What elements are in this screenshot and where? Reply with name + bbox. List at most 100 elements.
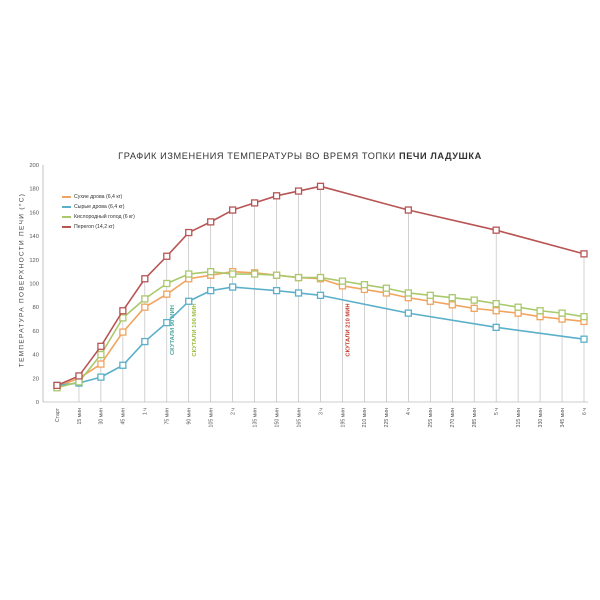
data-point [141,275,149,283]
data-point [163,252,171,260]
legend-item-dry-wood: Сухие дрова (6,4 кг) [62,192,135,202]
data-point [75,372,83,380]
x-tick-label: 210 мин [362,408,368,428]
x-tick-label: 255 мин [428,408,434,428]
x-tick-label: 4 ч [406,408,412,415]
data-point [448,294,456,302]
x-tick-label: 75 мин [165,408,171,425]
legend-swatch-oxygen-starvation [62,216,71,218]
y-axis-label: ТЕМПЕРАТУРА ПОВЕРХНОСТИ ПЕЧИ (°С) [18,192,26,368]
chart-legend: Сухие дрова (6,4 кг) Сырые дрова (6,4 кг… [62,192,135,232]
x-tick-label: 315 мин [516,408,522,428]
y-tick-label: 20 [33,376,39,382]
data-point [382,284,391,292]
data-point [185,270,193,278]
data-point [470,304,478,313]
legend-swatch-dry-wood [62,196,71,198]
data-point [448,301,456,309]
x-tick-label: 225 мин [384,408,390,428]
legend-item-oxygen-starvation: Кислородный голод (6 кг) [62,212,135,222]
x-tick-label: 150 мин [274,408,280,428]
legend-label-raw-wood: Сырые дрова (6,4 кг) [74,204,125,210]
data-point [272,271,281,279]
x-tick-label: 330 мин [538,408,544,428]
data-point [316,182,325,190]
legend-swatch-overheat [62,226,71,228]
legend-item-overheat: Перегоп (14,2 кг) [62,222,135,232]
data-point [250,199,259,207]
data-point [163,318,171,327]
x-tick-label: 1 ч [143,408,149,415]
y-tick-label: 200 [29,163,39,169]
data-point [229,270,237,278]
legend-swatch-raw-wood [62,206,71,208]
chart-title-bold: ПЕЧИ ЛАДУШКА [399,151,482,161]
x-tick-label: 105 мин [209,408,215,428]
data-point [558,315,566,323]
data-point [426,297,434,305]
data-point [185,228,193,237]
data-point [404,289,412,297]
data-point [492,307,500,315]
x-tick-label: 45 мин [121,408,127,425]
data-point [404,309,412,317]
x-tick-label: 270 мин [450,408,456,428]
annotation-label: СКУТАЛИ 210 МИН [345,303,351,356]
data-point [97,360,105,368]
data-point [97,373,105,381]
data-point [338,277,347,285]
data-point [294,273,303,282]
data-point [75,378,83,386]
data-point [404,206,412,214]
data-point [558,309,566,317]
x-tick-label: 30 мин [99,408,105,425]
chart-title: ГРАФИК ИЗМЕНЕНИЯ ТЕМПЕРАТУРЫ ВО ВРЕМЯ ТО… [0,151,600,161]
data-point [207,286,215,295]
data-point [294,289,303,297]
chart-title-text: ГРАФИК ИЗМЕНЕНИЯ ТЕМПЕРАТУРЫ ВО ВРЕМЯ ТО… [118,151,396,161]
y-tick-label: 40 [33,353,39,359]
data-point [580,250,588,258]
data-point [250,270,259,278]
data-point [536,313,544,321]
y-tick-label: 100 [29,282,39,288]
y-tick-label: 120 [29,258,39,264]
data-point [514,303,522,311]
data-point [229,206,237,214]
x-tick-label: 6 ч [582,408,588,415]
data-point [272,286,281,295]
x-tick-label: 345 мин [560,408,566,428]
data-point [119,314,127,322]
data-point [163,290,171,298]
data-point [294,187,303,195]
x-tick-label: 285 мин [472,408,478,428]
legend-item-raw-wood: Сырые дрова (6,4 кг) [62,202,135,212]
data-point [470,296,478,304]
data-point [97,342,105,350]
data-point [492,323,500,331]
y-tick-label: 180 [29,187,39,193]
data-point [492,299,500,308]
data-point [514,309,522,317]
data-point [141,303,149,311]
data-point [272,192,281,200]
legend-label-oxygen-starvation: Кислородный голод (6 кг) [74,214,135,220]
legend-label-overheat: Перегоп (14,2 кг) [74,224,115,230]
data-point [119,328,127,336]
data-point [360,281,369,289]
data-point [580,335,588,343]
x-tick-label: 5 ч [494,408,500,415]
x-tick-label: 135 мин [252,408,258,428]
data-point [229,283,237,291]
x-tick-label: 3 ч [318,408,324,415]
x-tick-label: Старт [55,407,61,422]
data-point [185,297,193,305]
data-point [316,273,325,282]
data-point [426,291,434,300]
x-tick-label: 90 мин [187,408,193,425]
x-tick-label: 2 ч [230,408,236,415]
x-tick-label: 195 мин [340,408,346,428]
data-point [536,307,544,315]
y-tick-label: 140 [29,234,39,240]
